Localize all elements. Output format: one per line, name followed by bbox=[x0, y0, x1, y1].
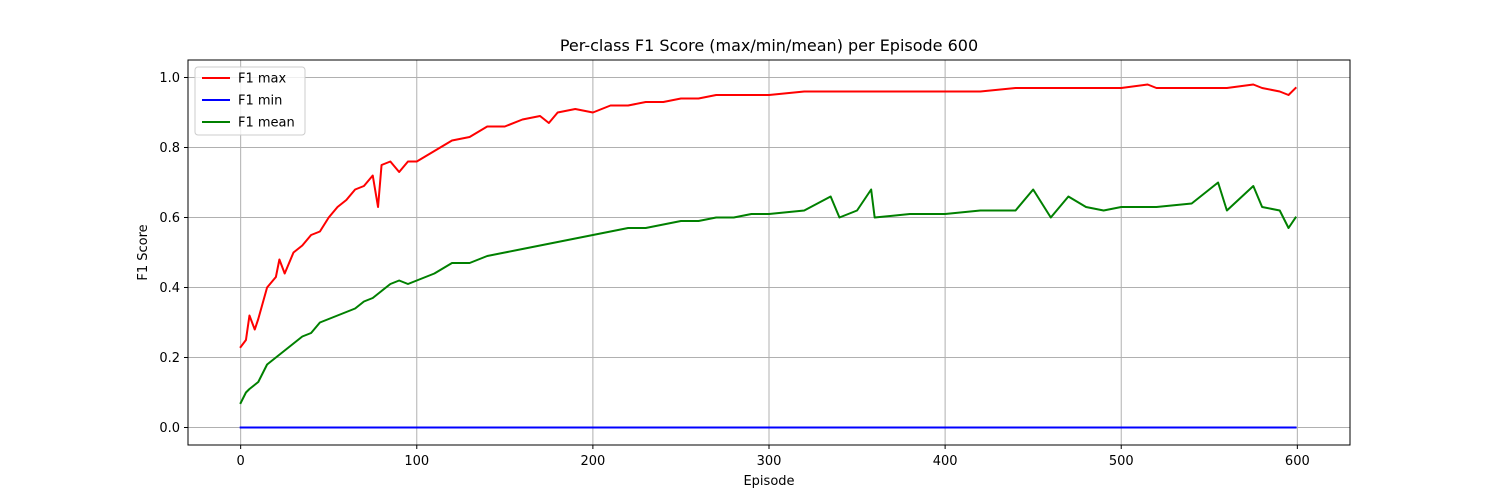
x-tick-label: 400 bbox=[933, 454, 958, 469]
axis-ticks: 0 100 200 300 400 500 600 0.0 0.2 0.4 0.6 0.8 1.0 bbox=[159, 71, 1309, 469]
y-tick-label: 0.8 bbox=[159, 141, 180, 156]
legend: F1 max F1 min F1 mean bbox=[194, 66, 306, 136]
x-tick-label: 100 bbox=[404, 454, 429, 469]
x-tick-label: 600 bbox=[1285, 454, 1310, 469]
x-axis-label: Episode bbox=[743, 474, 794, 489]
series-line-f1-mean bbox=[239, 181, 1297, 405]
y-axis-label: F1 Score bbox=[136, 224, 151, 280]
y-tick-label: 0.0 bbox=[159, 421, 180, 436]
x-tick-label: 200 bbox=[580, 454, 605, 469]
series-lines bbox=[239, 83, 1297, 429]
legend-label-f1-max: F1 max bbox=[238, 72, 287, 87]
x-tick-label: 300 bbox=[757, 454, 782, 469]
legend-label-f1-mean: F1 mean bbox=[238, 116, 295, 131]
y-tick-label: 0.2 bbox=[159, 351, 180, 366]
y-tick-label: 1.0 bbox=[159, 71, 180, 86]
chart-title: Per-class F1 Score (max/min/mean) per Ep… bbox=[560, 36, 978, 55]
x-tick-label: 500 bbox=[1109, 454, 1134, 469]
y-tick-label: 0.4 bbox=[159, 281, 180, 296]
y-tick-label: 0.6 bbox=[159, 211, 180, 226]
x-tick-label: 0 bbox=[237, 454, 245, 469]
series-line-f1-max bbox=[239, 83, 1297, 349]
legend-box bbox=[194, 66, 306, 136]
legend-label-f1-min: F1 min bbox=[238, 94, 282, 109]
